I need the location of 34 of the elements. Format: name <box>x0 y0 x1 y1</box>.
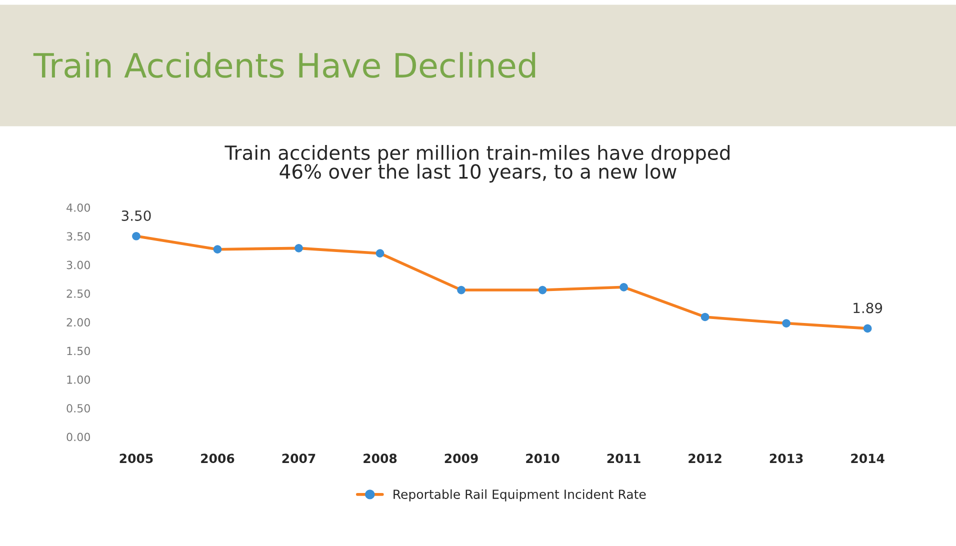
y-tick-label: 3.50 <box>66 232 90 241</box>
x-tick-label: 2011 <box>607 454 640 464</box>
x-tick-label: 2014 <box>851 454 884 464</box>
point <box>457 286 466 294</box>
point <box>782 319 790 328</box>
x-tick-label: 2009 <box>444 454 478 464</box>
point <box>376 249 384 258</box>
y-tick-label: 1.00 <box>67 375 90 384</box>
point <box>213 245 222 254</box>
x-tick-label: 2010 <box>526 454 560 464</box>
x-tick-label: 2012 <box>688 454 722 464</box>
x-tick-label: 2008 <box>364 454 397 464</box>
legend-label: Reportable Rail Equipment Incident Rate <box>394 489 646 502</box>
chart-title: Train Accidents Have Declined <box>33 52 536 78</box>
point <box>700 312 710 322</box>
chart-subtitle: Train accidents per million train-miles have dropped 46% over the last 10 years, to a new low <box>224 144 730 183</box>
data-label: 1.89 <box>854 302 882 314</box>
x-tick-label: 2013 <box>770 454 803 464</box>
y-tick-label: 1.50 <box>67 346 90 356</box>
x-tick-label: 2007 <box>282 454 316 464</box>
data-label: 3.50 <box>122 210 151 221</box>
y-tick-label: 3.00 <box>66 260 90 270</box>
point <box>132 232 140 240</box>
point <box>863 324 872 333</box>
point <box>538 286 547 294</box>
y-tick-label: 0.00 <box>66 432 90 442</box>
x-tick-label: 2005 <box>120 454 153 464</box>
y-tick-label: 0.50 <box>66 404 90 413</box>
point <box>620 283 628 292</box>
point <box>294 244 303 252</box>
x-tick-label: 2006 <box>201 454 234 464</box>
y-tick-label: 2.50 <box>66 289 90 298</box>
y-tick-label: 2.00 <box>66 318 90 327</box>
y-tick-label: 4.00 <box>66 203 90 212</box>
